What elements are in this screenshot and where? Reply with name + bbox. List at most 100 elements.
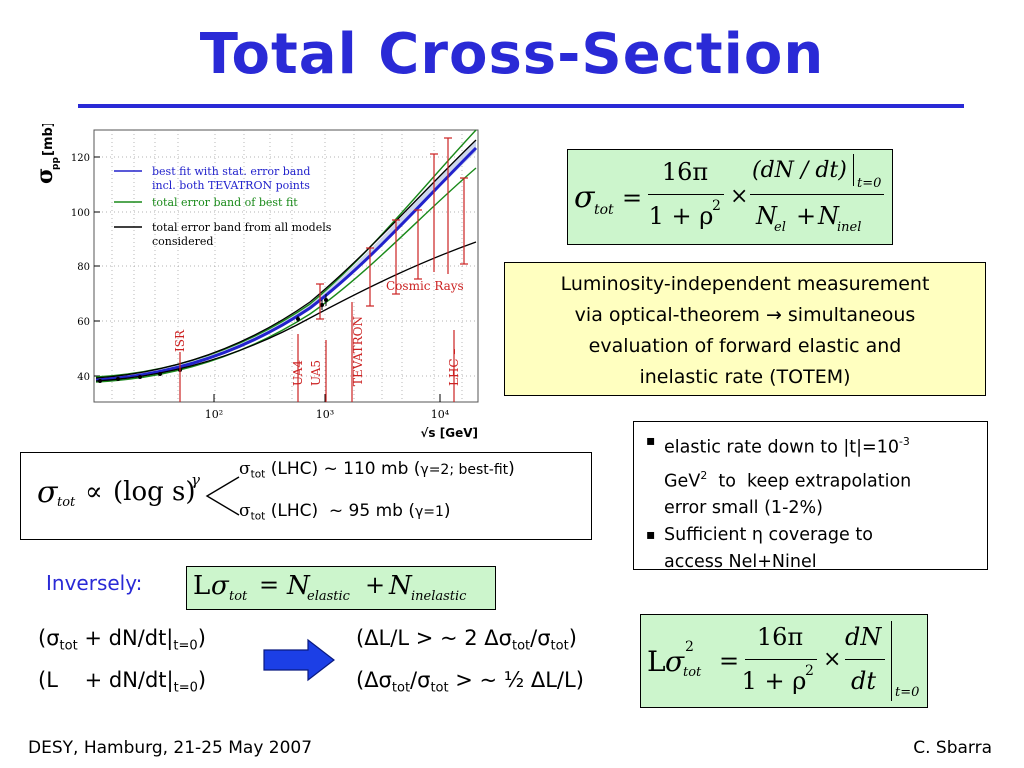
- legend-entry: best fit with stat. error band: [152, 165, 310, 178]
- t-equals-zero: t=0: [857, 176, 882, 191]
- tot-subscript: tot: [59, 638, 78, 654]
- t-equals-zero: t=0: [895, 685, 920, 700]
- title-underline: [78, 104, 964, 108]
- dn-numerator: dN: [845, 623, 882, 651]
- plot-legend: best fit with stat. error band incl. bot…: [114, 165, 332, 248]
- fraction-bar: [845, 659, 885, 660]
- tot-subscript: tot: [683, 665, 702, 680]
- l-symbol: L: [647, 645, 666, 678]
- plus-symbol: +: [365, 571, 386, 599]
- inelastic-subscript: inelastic: [411, 589, 467, 604]
- y-tick-label: 100: [71, 208, 90, 219]
- log-s: (log s): [113, 477, 196, 507]
- proportional-symbol: ∝: [85, 477, 103, 507]
- relation-text: /σ: [410, 668, 431, 692]
- elastic-subscript: elastic: [307, 589, 350, 604]
- bullet-text: error small (1-2%): [664, 498, 823, 519]
- y-tick-label: 120: [71, 153, 90, 164]
- n-inelastic: N: [389, 571, 412, 601]
- bullet-exponent: 2: [700, 468, 708, 482]
- legend-entry: total error band from all models: [152, 221, 332, 234]
- annotation-cosmic-rays: Cosmic Rays: [386, 279, 464, 293]
- gamma-exponent: γ: [191, 471, 200, 489]
- tot-subscript: tot: [430, 680, 449, 696]
- annotation-tevatron: TEVATRON: [351, 316, 365, 386]
- denominator-rho: 1 + ρ: [741, 667, 807, 695]
- relation-dsigma-over-sigma: (Δσtot/σtot > ~ ½ ΔL/L): [356, 668, 584, 696]
- green-band-lower: [95, 167, 477, 383]
- luminosity-sigma-squared-formula: L σ 2 tot = 16π 1 + ρ 2 × dN dt t=0: [640, 614, 928, 708]
- relation-sigma-dndt: (σtot + dN/dt|t=0): [38, 626, 206, 654]
- relation-text: (σ: [38, 626, 60, 650]
- y-tick-label: 60: [77, 317, 90, 328]
- plot-svg: 120 100 80 60 40 10² 10³ 10⁴ √s [GeV] σ …: [32, 121, 479, 440]
- eval-bar: [853, 154, 854, 186]
- gamma-note: γ=1: [414, 504, 444, 520]
- n-elastic: N: [287, 571, 310, 601]
- annotation-ua4: UA4: [291, 360, 305, 386]
- legend-entry: total error band of best fit: [152, 196, 298, 209]
- log-s-formula-box: σ tot ∝ (log s) γ σtot (LHC) ~ 110 mb (γ…: [20, 452, 592, 540]
- n-el: N: [756, 202, 777, 230]
- bullet-text: Sufficient η coverage to: [664, 525, 873, 546]
- footer-author: C. Sbarra: [913, 738, 992, 758]
- annotation-lhc: LHC –: [447, 349, 461, 386]
- tot-subscript: tot: [250, 510, 266, 523]
- fraction-bar: [750, 194, 884, 195]
- y-tick-label: 80: [77, 262, 90, 273]
- model-band-lower: [95, 241, 477, 382]
- note-line: evaluation of forward elastic and: [588, 335, 902, 357]
- model-band-upper: [95, 139, 477, 379]
- row-text: ): [508, 459, 515, 479]
- x-tick-label: 10²: [205, 408, 223, 421]
- legend-entry: considered: [152, 235, 213, 248]
- sigma-symbol: σ: [37, 475, 58, 510]
- legend-entry: incl. both TEVATRON points: [152, 179, 310, 192]
- tot-subscript: tot: [229, 589, 248, 604]
- luminosity-formula: L σ tot = N elastic + N inelastic: [186, 566, 496, 610]
- t-subscript: t=0: [173, 680, 198, 696]
- sigma-glyph: σ: [239, 501, 251, 521]
- relation-text: (ΔL/L > ~ 2 Δσ: [356, 626, 512, 650]
- slide-title: Total Cross-Section: [199, 22, 825, 87]
- x-tick-label: 10⁴: [431, 408, 450, 421]
- relation-text: ): [197, 668, 207, 692]
- el-subscript: el: [774, 220, 786, 235]
- tot-subscript: tot: [57, 495, 76, 510]
- lhc-95mb: σtot (LHC) ~ 95 mb (γ=1): [239, 501, 451, 523]
- inversely-label: Inversely:: [46, 571, 143, 595]
- dt-denominator: dt: [851, 667, 877, 695]
- lhc-110mb: σtot (LHC) ~ 110 mb (γ=2; best-fit): [239, 459, 515, 481]
- relation-text: (L + dN/dt|: [38, 668, 174, 692]
- times-symbol: ×: [823, 647, 842, 672]
- note-line: inelastic rate (TOTEM): [639, 366, 851, 388]
- row-text: (LHC) ~ 110 mb (: [265, 459, 421, 479]
- tot-subscript: tot: [511, 638, 531, 654]
- row-text: (LHC) ~ 95 mb (: [265, 501, 415, 521]
- x-axis-label: √s [GeV]: [420, 426, 478, 440]
- y-axis-sub: pp: [51, 157, 61, 170]
- sigma-glyph: σ: [239, 459, 251, 479]
- rho-exponent: 2: [805, 663, 814, 679]
- bullet-text: to keep extrapolation: [707, 471, 912, 492]
- plot-ticks: [94, 156, 441, 402]
- tot-subscript: tot: [250, 468, 266, 481]
- gamma-note: γ=2; best-fit: [420, 462, 509, 478]
- eval-bar: [891, 621, 892, 701]
- x-tick-label: 10³: [316, 408, 334, 421]
- footer-conference: DESY, Hamburg, 21-25 May 2007: [28, 738, 313, 758]
- totem-note: Luminosity-independent measurement via o…: [504, 262, 986, 396]
- cross-section-plot: 120 100 80 60 40 10² 10³ 10⁴ √s [GeV] σ …: [30, 121, 486, 446]
- sigma-symbol: σ: [211, 571, 229, 601]
- y-axis-unit: [mb]: [41, 124, 56, 156]
- tot-subscript: tot: [550, 638, 569, 654]
- equals-symbol: =: [719, 647, 740, 675]
- squared-exponent: 2: [685, 639, 694, 655]
- cosmic-ray-points: [179, 137, 468, 402]
- bullet-item: Sufficient η coverage to access Nel+Nine…: [644, 522, 979, 576]
- annotation-ua5: UA5: [309, 360, 323, 386]
- inel-subscript: inel: [837, 220, 862, 235]
- note-line: via optical-theorem → simultaneous: [574, 304, 916, 326]
- bullet-item: elastic rate down to |t|=10-3 GeV2 to ke…: [644, 428, 979, 522]
- t-subscript: t=0: [173, 638, 198, 654]
